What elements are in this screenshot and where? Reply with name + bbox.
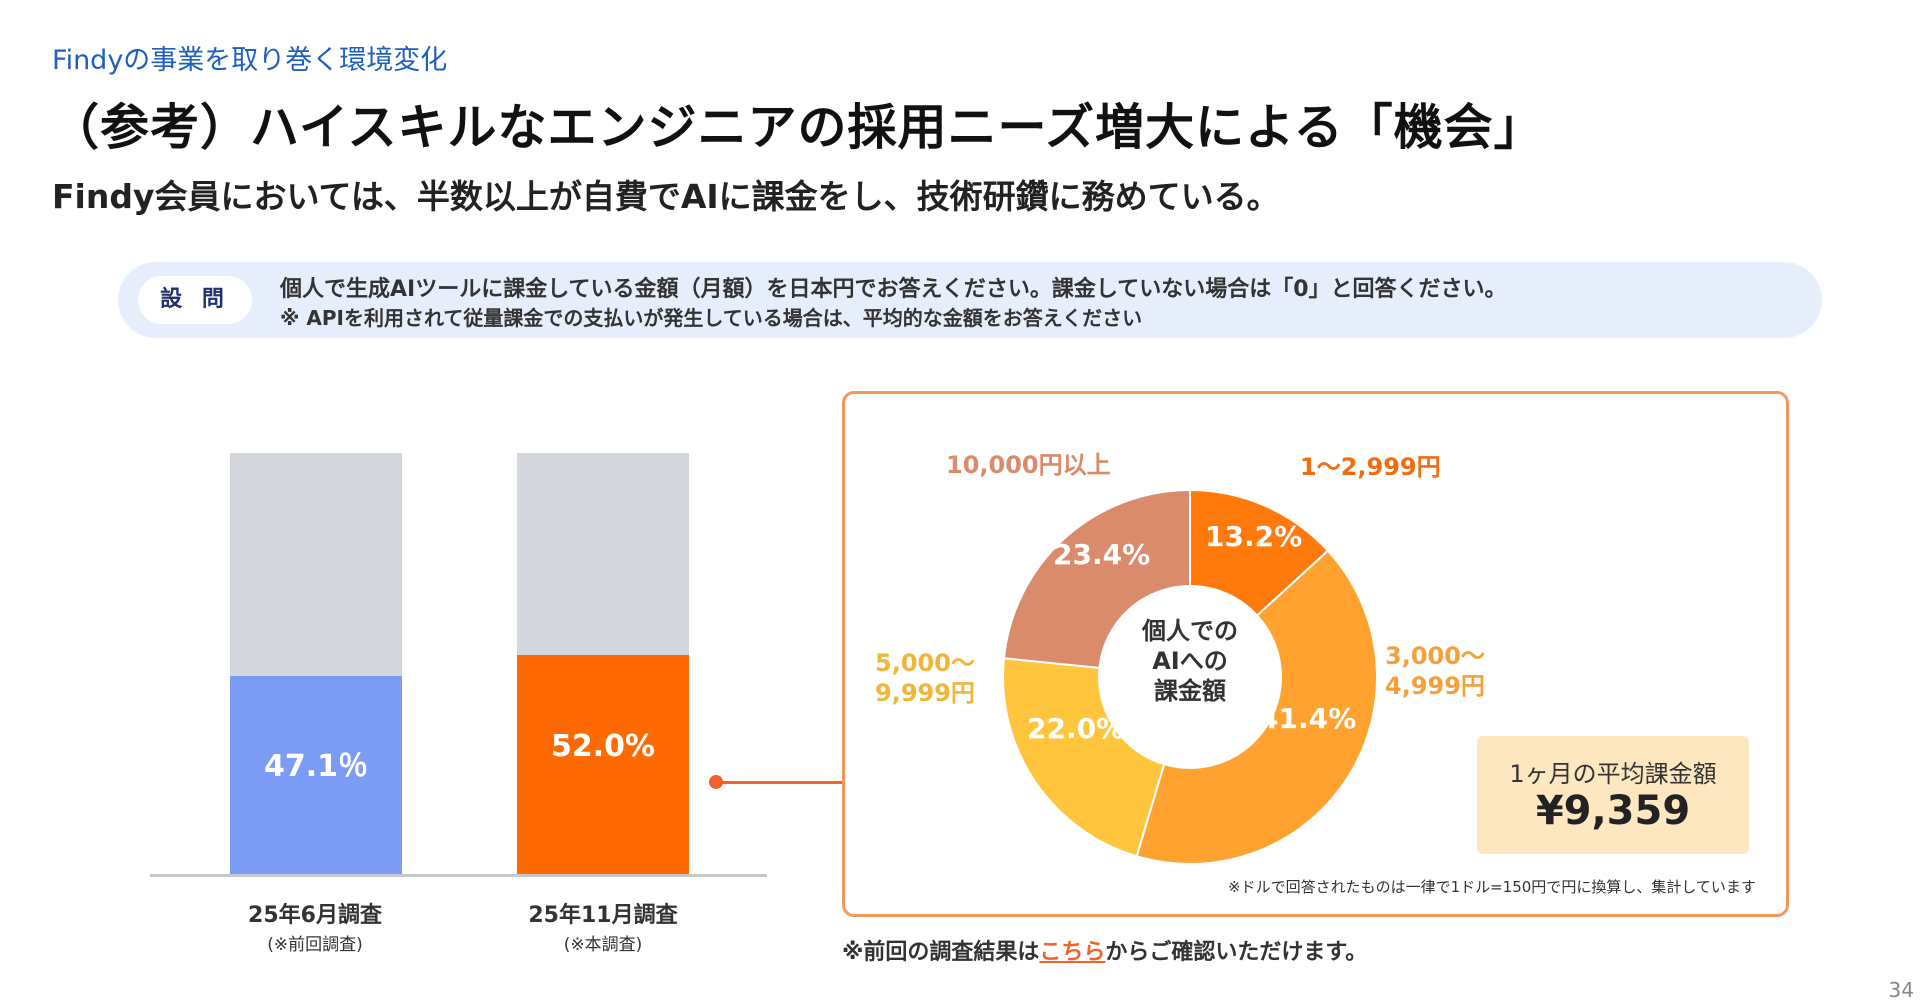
bar-category-label: 25年6月調査 (248, 903, 382, 928)
bar-value-label: 47.1％ (263, 749, 369, 785)
bar-value-label: 52.0% (550, 728, 656, 764)
bar-category-label: 25年11月調査 (528, 903, 678, 928)
bar-category-note: (※前回調査) (267, 935, 363, 955)
donut-slice (1002, 657, 1166, 858)
page-subtitle: Findy会員においては、半数以上が自費でAIに課金をし、技術研鑽に務めている。 (52, 177, 1280, 216)
slice-value-label: 13.2% (1205, 520, 1303, 553)
bar-category-note: (※本調査) (563, 935, 643, 955)
average-value: ¥9,359 (1535, 788, 1691, 834)
donut-center-line: 個人での (1142, 617, 1238, 645)
page-title: （参考）ハイスキルなエンジニアの採用ニーズ増大による「機会」 (50, 99, 1544, 156)
question-note: ※ APIを利用されて従量課金での支払いが発生している場合は、平均的な金額をお答… (280, 306, 1143, 330)
question-badge: 設 問 (138, 276, 252, 324)
bar-fill (517, 655, 689, 874)
slice-category-label: 10,000円以上 (946, 450, 1111, 480)
previous-survey-link[interactable]: こちら (1039, 940, 1106, 965)
slice-category-label: 5,000〜 9,999円 (875, 648, 975, 708)
slice-value-label: 41.4% (1259, 702, 1357, 735)
slice-category-line: 4,999円 (1385, 672, 1485, 700)
slice-value-label: 23.4% (1053, 538, 1151, 571)
section-label: Findyの事業を取り巻く環境変化 (52, 45, 448, 76)
average-label: 1ヶ月の平均課金額 (1509, 760, 1717, 788)
donut-center-line: AIへの (1152, 647, 1228, 675)
slice-category-line: 1〜2,999円 (1300, 453, 1441, 481)
page-number: 34 (1888, 978, 1914, 1002)
donut-slice (1002, 488, 1191, 669)
slice-category-line: 3,000〜 (1385, 642, 1485, 670)
average-box: 1ヶ月の平均課金額 ¥9,359 (1477, 736, 1749, 854)
slice-category-label: 1〜2,999円 (1300, 452, 1441, 482)
question-box: 設 問 個人で生成AIツールに課金している金額（月額）を日本円でお答えください。… (118, 262, 1822, 338)
slice-value-label: 22.0% (1027, 712, 1125, 745)
slice-category-line: 9,999円 (875, 679, 975, 707)
donut-center-line: 課金額 (1154, 677, 1226, 705)
connector-line (716, 781, 843, 784)
slice-category-label: 3,000〜 4,999円 (1385, 641, 1485, 701)
question-text: 個人で生成AIツールに課金している金額（月額）を日本円でお答えください。課金して… (280, 277, 1507, 302)
slice-category-line: 5,000〜 (875, 649, 975, 677)
bar-fill (230, 676, 402, 874)
conversion-footnote: ※ドルで回答されたものは一律で1ドル=150円で円に換算し、集計しています (1228, 878, 1756, 896)
donut-center-label: 個人での AIへの 課金額 (1100, 616, 1280, 706)
bottom-note-prefix: ※前回の調査結果は (842, 940, 1040, 965)
donut-slice (1135, 549, 1378, 865)
slice-category-line: 10,000円以上 (946, 451, 1111, 479)
bottom-note-suffix: からご確認いただけます。 (1105, 940, 1368, 965)
bottom-note: ※前回の調査結果はこちらからご確認いただけます。 (842, 934, 1367, 966)
bar-baseline (150, 874, 767, 877)
